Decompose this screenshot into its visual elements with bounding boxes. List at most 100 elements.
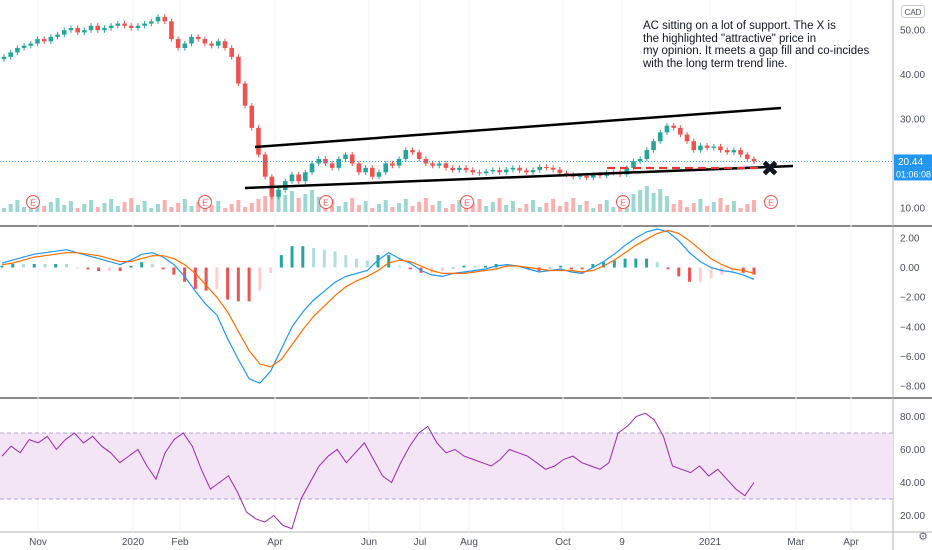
candle[interactable] — [557, 169, 563, 174]
candle[interactable] — [323, 158, 328, 164]
candle[interactable] — [256, 127, 261, 155]
candle[interactable] — [678, 127, 683, 135]
candle[interactable] — [457, 167, 462, 171]
candle[interactable] — [35, 39, 40, 44]
candle[interactable] — [390, 163, 395, 166]
candle[interactable] — [644, 150, 650, 159]
candle[interactable] — [82, 30, 87, 33]
candle[interactable] — [195, 36, 201, 40]
candle[interactable] — [249, 105, 255, 128]
earnings-marker[interactable] — [460, 195, 474, 209]
candle[interactable] — [222, 41, 228, 48]
candle[interactable] — [75, 27, 80, 33]
candle[interactable] — [423, 158, 429, 164]
candle[interactable] — [637, 158, 643, 162]
lower-trendline[interactable] — [244, 164, 794, 190]
candle[interactable] — [209, 43, 214, 46]
candle[interactable] — [262, 154, 268, 177]
candle[interactable] — [182, 43, 188, 48]
last-price-badge[interactable] — [894, 154, 932, 168]
drawings[interactable]: ✖ — [244, 106, 794, 190]
candle[interactable] — [155, 16, 161, 22]
candle[interactable] — [135, 25, 141, 28]
candle[interactable] — [309, 163, 315, 173]
candle[interactable] — [450, 167, 455, 171]
candle[interactable] — [68, 27, 74, 31]
earnings-marker[interactable] — [198, 195, 212, 209]
candle[interactable] — [731, 150, 737, 153]
candle[interactable] — [149, 21, 154, 24]
candle[interactable] — [370, 167, 375, 177]
candle[interactable] — [597, 174, 603, 176]
candle[interactable] — [142, 23, 147, 26]
candle[interactable] — [376, 172, 382, 177]
candle[interactable] — [88, 25, 94, 31]
candle[interactable] — [590, 174, 596, 178]
candle[interactable] — [550, 167, 556, 170]
candle[interactable] — [436, 163, 442, 166]
candle[interactable] — [477, 172, 482, 174]
macd-pane[interactable] — [0, 228, 756, 384]
candle[interactable] — [303, 172, 308, 182]
candle[interactable] — [470, 170, 476, 173]
candle[interactable] — [289, 174, 295, 182]
candle[interactable] — [41, 39, 47, 42]
candle[interactable] — [443, 163, 449, 168]
candle[interactable] — [236, 56, 241, 84]
candle[interactable] — [624, 167, 630, 175]
candle[interactable] — [544, 166, 549, 168]
candle[interactable] — [329, 163, 335, 168]
candle[interactable] — [530, 170, 536, 173]
candle[interactable] — [202, 39, 208, 44]
candle[interactable] — [61, 30, 67, 35]
candle[interactable] — [162, 16, 168, 22]
candle[interactable] — [410, 150, 415, 153]
candle[interactable] — [296, 174, 301, 182]
x-marker-icon[interactable]: ✖ — [761, 157, 779, 182]
candle[interactable] — [15, 47, 20, 53]
candle[interactable] — [664, 125, 670, 133]
upper-trendline[interactable] — [254, 106, 782, 149]
candle[interactable] — [490, 170, 496, 172]
candle[interactable] — [711, 146, 717, 148]
rsi-line[interactable] — [1, 412, 755, 530]
annotation-note[interactable]: AC sitting on a lot of support. The X is… — [643, 20, 870, 70]
candle[interactable] — [537, 166, 543, 171]
candle[interactable] — [95, 25, 101, 31]
candle[interactable] — [336, 158, 342, 168]
candle[interactable] — [718, 146, 723, 151]
candle[interactable] — [396, 158, 402, 166]
candle[interactable] — [189, 36, 194, 44]
candle[interactable] — [175, 39, 181, 48]
candle[interactable] — [510, 167, 516, 170]
candle[interactable] — [383, 163, 388, 173]
candle[interactable] — [684, 134, 690, 142]
candle[interactable] — [657, 132, 663, 142]
candle[interactable] — [577, 175, 583, 177]
candle[interactable] — [128, 25, 134, 28]
currency-badge[interactable]: CAD — [901, 5, 925, 18]
gear-icon[interactable]: ⚙ — [918, 531, 928, 543]
candle[interactable] — [55, 34, 60, 37]
earnings-marker[interactable] — [764, 195, 778, 209]
macd-line[interactable] — [1, 228, 755, 384]
candle[interactable] — [651, 141, 656, 151]
candle[interactable] — [671, 125, 676, 128]
candle[interactable] — [704, 145, 710, 148]
candle[interactable] — [122, 23, 127, 26]
candle[interactable] — [483, 171, 489, 174]
candle[interactable] — [584, 175, 589, 178]
candle[interactable] — [416, 152, 422, 159]
candle[interactable] — [28, 43, 34, 46]
candle[interactable] — [363, 167, 368, 173]
candle[interactable] — [524, 170, 529, 173]
candle[interactable] — [691, 141, 697, 151]
candle[interactable] — [169, 21, 174, 40]
earnings-marker[interactable] — [616, 195, 630, 209]
candle[interactable] — [102, 27, 107, 31]
candle[interactable] — [751, 158, 757, 162]
candle[interactable] — [503, 169, 509, 173]
candle[interactable] — [276, 190, 281, 197]
